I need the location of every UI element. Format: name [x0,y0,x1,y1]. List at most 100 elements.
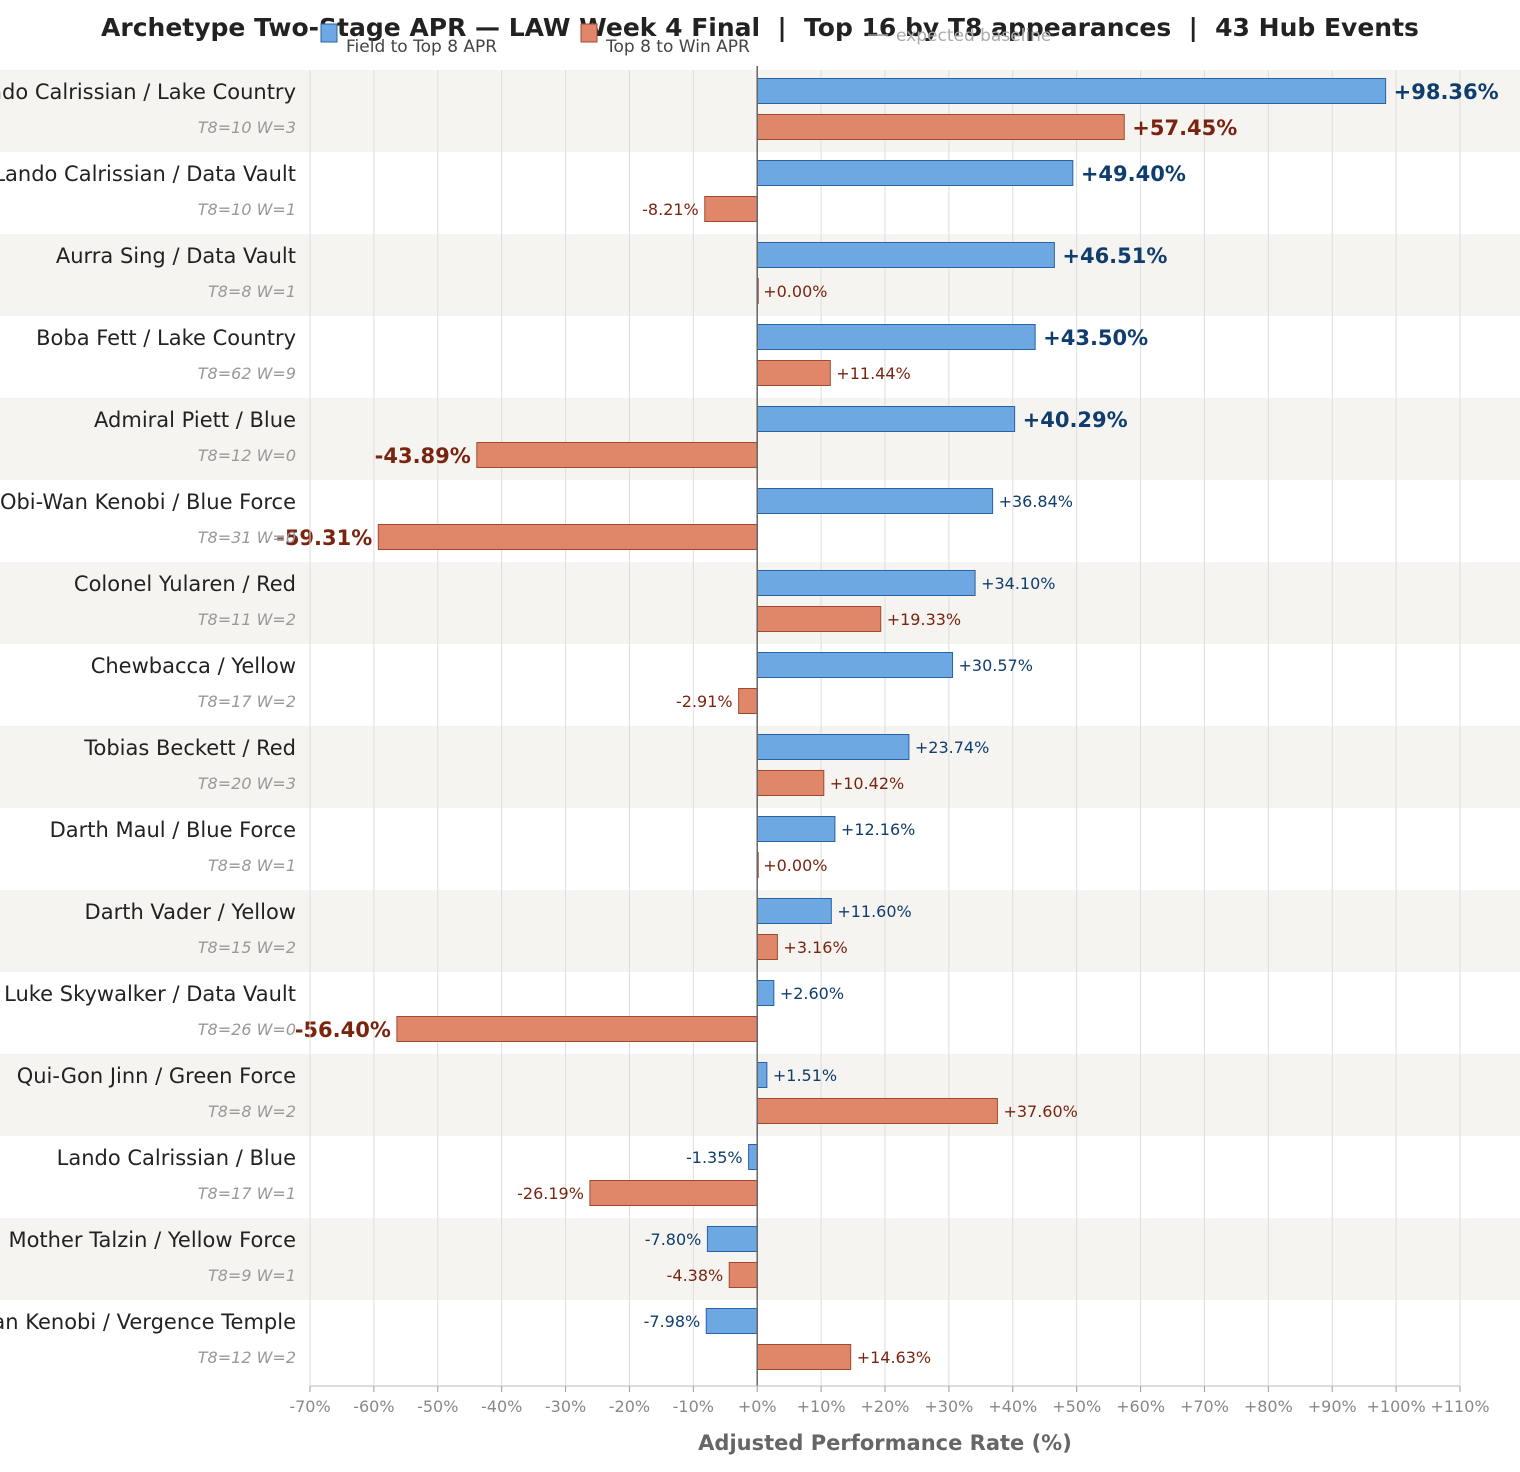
data-label-top8-to-win-chewbacca-yellow: -2.91% [676,692,733,711]
x-tick-label: +90% [1308,1397,1357,1416]
bar-field-to-top8-luke-skywalker-data-vault [756,980,775,1006]
category-label: Obi-Wan Kenobi / Vergence Temple [0,1310,296,1334]
legend-label-baseline: expected baseline [896,26,1051,46]
bar-field-to-top8-darth-vader-yellow [756,898,832,924]
category-label: Chewbacca / Yellow [91,654,296,678]
data-label-field-to-top8-darth-vader-yellow: +11.60% [837,902,911,921]
bar-field-to-top8-admiral-piett-blue [756,406,1016,432]
legend-label-top8-to-win: Top 8 to Win APR [605,37,750,57]
category-label: Lando Calrissian / Blue [57,1146,296,1170]
category-sublabel: T8=12 W=2 [198,1348,296,1367]
row-band [0,1218,1520,1300]
bar-top8-to-win-lando-calrissian-lake-country [756,114,1125,140]
legend: Field to Top 8 APR Top 8 to Win APR expe… [320,23,1051,57]
bar-top8-to-win-obi-wan-kenobi-blue-force [377,524,758,550]
data-label-field-to-top8-lando-calrissian-data-vault: +49.40% [1081,162,1186,186]
data-label-top8-to-win-aurra-sing-data-vault: +0.00% [763,282,827,301]
legend-label-field-to-top8: Field to Top 8 APR [346,37,497,57]
bar-field-to-top8-tobias-beckett-red [756,734,910,760]
category-label: Boba Fett / Lake Country [36,326,296,350]
category-sublabel: T8=10 W=1 [198,200,296,219]
data-label-top8-to-win-qui-gon-jinn-green-force: +37.60% [1003,1102,1077,1121]
data-label-field-to-top8-qui-gon-jinn-green-force: +1.51% [773,1066,837,1085]
category-sublabel: T8=17 W=1 [198,1184,296,1203]
data-label-top8-to-win-lando-calrissian-blue: -26.19% [517,1184,584,1203]
data-label-top8-to-win-mother-talzin-yellow-force: -4.38% [667,1266,724,1285]
data-label-field-to-top8-obi-wan-kenobi-blue-force: +36.84% [999,492,1073,511]
category-label: Aurra Sing / Data Vault [56,244,296,268]
x-tick-label: -40% [481,1397,522,1416]
bar-field-to-top8-qui-gon-jinn-green-force [756,1062,768,1088]
bar-top8-to-win-darth-vader-yellow [756,934,778,960]
x-tick-label: -20% [609,1397,650,1416]
x-tick-label: +10% [797,1397,846,1416]
bar-top8-to-win-colonel-yularen-red [756,606,882,632]
data-label-field-to-top8-luke-skywalker-data-vault: +2.60% [780,984,844,1003]
category-sublabel: T8=10 W=3 [198,118,296,137]
category-sublabel: T8=26 W=0 [198,1020,296,1039]
data-label-top8-to-win-darth-maul-blue-force: +0.00% [763,856,827,875]
category-sublabel: T8=8 W=1 [208,856,296,875]
data-label-top8-to-win-boba-fett-lake-country: +11.44% [836,364,910,383]
data-label-field-to-top8-chewbacca-yellow: +30.57% [959,656,1033,675]
data-label-field-to-top8-darth-maul-blue-force: +12.16% [841,820,915,839]
category-sublabel: T8=31 W=0 [198,528,296,547]
data-label-top8-to-win-lando-calrissian-lake-country: +57.45% [1132,116,1237,140]
x-tick-label: +60% [1116,1397,1165,1416]
data-label-field-to-top8-aurra-sing-data-vault: +46.51% [1062,244,1167,268]
category-label: Colonel Yularen / Red [74,572,296,596]
data-label-field-to-top8-obi-wan-kenobi-vergence-temple: -7.98% [644,1312,701,1331]
data-label-top8-to-win-lando-calrissian-data-vault: -8.21% [642,200,699,219]
bar-top8-to-win-qui-gon-jinn-green-force [756,1098,998,1124]
bar-field-to-top8-lando-calrissian-blue [748,1144,758,1170]
bar-field-to-top8-mother-talzin-yellow-force [706,1226,758,1252]
category-label: Darth Vader / Yellow [85,900,296,924]
data-label-top8-to-win-tobias-beckett-red: +10.42% [830,774,904,793]
category-label: Obi-Wan Kenobi / Blue Force [0,490,296,514]
x-tick-label: +110% [1430,1397,1489,1416]
category-label: Qui-Gon Jinn / Green Force [17,1064,296,1088]
data-label-top8-to-win-obi-wan-kenobi-blue-force: -59.31% [276,526,372,550]
bar-top8-to-win-luke-skywalker-data-vault [396,1016,758,1042]
bar-field-to-top8-darth-maul-blue-force [756,816,836,842]
x-tick-label: +70% [1180,1397,1229,1416]
bar-field-to-top8-obi-wan-kenobi-blue-force [756,488,994,514]
category-sublabel: T8=15 W=2 [198,938,296,957]
x-tick-label: -30% [545,1397,586,1416]
x-tick-label: +50% [1052,1397,1101,1416]
category-sublabel: T8=9 W=1 [208,1266,296,1285]
bar-top8-to-win-obi-wan-kenobi-vergence-temple [756,1344,852,1370]
data-label-top8-to-win-luke-skywalker-data-vault: -56.40% [295,1018,391,1042]
category-label: Luke Skywalker / Data Vault [4,982,296,1006]
data-label-field-to-top8-boba-fett-lake-country: +43.50% [1043,326,1148,350]
data-label-top8-to-win-darth-vader-yellow: +3.16% [783,938,847,957]
x-tick-label: -70% [289,1397,330,1416]
category-label: Darth Maul / Blue Force [50,818,296,842]
data-label-field-to-top8-lando-calrissian-blue: -1.35% [686,1148,743,1167]
data-label-top8-to-win-colonel-yularen-red: +19.33% [887,610,961,629]
data-label-top8-to-win-admiral-piett-blue: -43.89% [375,444,471,468]
x-tick-label: +20% [861,1397,910,1416]
category-label: Lando Calrissian / Data Vault [0,162,296,186]
category-label: Admiral Piett / Blue [94,408,296,432]
category-sublabel: T8=20 W=3 [198,774,296,793]
category-sublabel: T8=12 W=0 [198,446,296,465]
data-label-field-to-top8-admiral-piett-blue: +40.29% [1023,408,1128,432]
data-label-top8-to-win-obi-wan-kenobi-vergence-temple: +14.63% [857,1348,931,1367]
chart-title: Archetype Two-Stage APR — LAW Week 4 Fin… [101,13,1419,42]
x-tick-label: +30% [924,1397,973,1416]
category-label: Mother Talzin / Yellow Force [8,1228,296,1252]
bar-field-to-top8-obi-wan-kenobi-vergence-temple [705,1308,758,1334]
bar-top8-to-win-lando-calrissian-data-vault [704,196,758,222]
row-labels: Lando Calrissian / Lake Country T8=10 W=3… [0,80,296,1367]
category-label: Tobias Beckett / Red [83,736,296,760]
x-tick-label: -60% [353,1397,394,1416]
bar-field-to-top8-lando-calrissian-lake-country [756,78,1387,104]
category-sublabel: T8=11 W=2 [198,610,296,629]
bar-field-to-top8-lando-calrissian-data-vault [756,160,1074,186]
bar-top8-to-win-mother-talzin-yellow-force [728,1262,758,1288]
x-axis: -70% -60% -50% -40% -30% -20% -10% +0% +10% +20% +… [289,70,1490,1416]
data-label-field-to-top8-mother-talzin-yellow-force: -7.80% [645,1230,702,1249]
bar-field-to-top8-boba-fett-lake-country [756,324,1036,350]
